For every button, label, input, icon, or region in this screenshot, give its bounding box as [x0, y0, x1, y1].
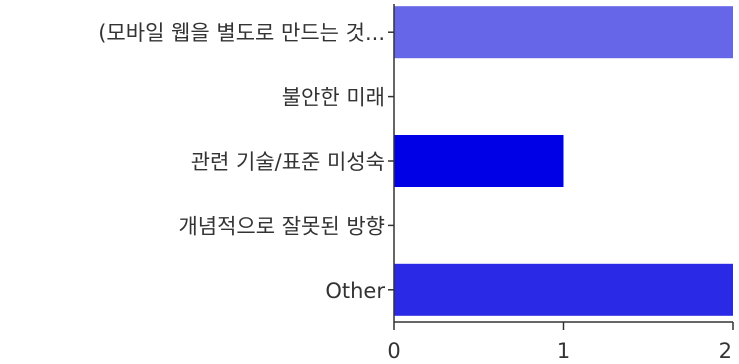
- x-tick-label: 0: [387, 339, 400, 363]
- category-label: Other: [325, 279, 385, 303]
- category-label: (모바일 웹을 별도로 만드는 것...: [98, 21, 385, 45]
- x-tick-label: 1: [557, 339, 570, 363]
- category-label: 관련 기술/표준 미성숙: [191, 150, 385, 174]
- x-tick-label: 2: [719, 339, 732, 363]
- bars-group: [394, 6, 733, 316]
- y-axis-ticks: [388, 31, 394, 291]
- category-label: 개념적으로 잘못된 방향: [178, 214, 385, 238]
- x-tick-labels: 0 1 2: [387, 339, 732, 363]
- x-axis-ticks: [393, 322, 734, 330]
- bar-1: [394, 6, 733, 59]
- bar-3: [394, 135, 564, 187]
- bar-5: [394, 263, 733, 316]
- category-label: 불안한 미래: [282, 86, 385, 110]
